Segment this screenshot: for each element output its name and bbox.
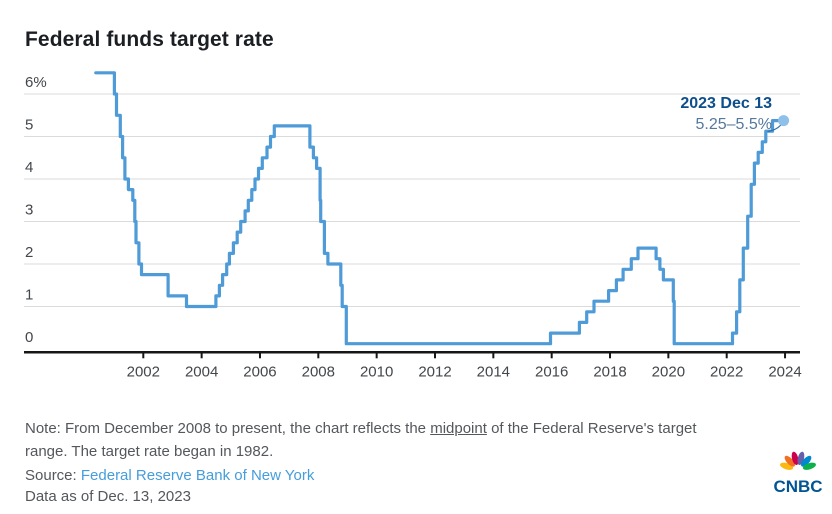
source-line: Source: Federal Reserve Bank of New York xyxy=(25,467,314,484)
cnbc-peacock-icon xyxy=(780,451,816,470)
x-tick-label: 2004 xyxy=(185,363,218,380)
source-label: Source: xyxy=(25,467,81,484)
note-text: Note: From December 2008 to present, the… xyxy=(25,420,431,437)
x-tick-label: 2010 xyxy=(360,363,393,380)
cnbc-wordmark: CNBC xyxy=(773,477,822,495)
x-tick-label: 2020 xyxy=(652,363,685,380)
chart-end-annotation: 2023 Dec 13 5.25–5.5% xyxy=(680,94,772,134)
end-dot xyxy=(778,115,790,127)
y-tick-label: 4 xyxy=(25,159,33,176)
y-tick-label: 0 xyxy=(25,329,33,346)
note-text: of the Federal Reserve's target xyxy=(486,420,697,437)
x-tick-label: 2024 xyxy=(768,363,801,380)
y-tick-label: 6% xyxy=(25,74,47,91)
data-as-of: Data as of Dec. 13, 2023 xyxy=(25,488,191,505)
x-tick-label: 2022 xyxy=(710,363,743,380)
annotation-date: 2023 Dec 13 xyxy=(680,95,772,112)
source-link[interactable]: Federal Reserve Bank of New York xyxy=(80,467,315,484)
y-tick-label: 3 xyxy=(25,202,33,219)
x-tick-label: 2018 xyxy=(593,363,626,380)
rate-line xyxy=(94,71,786,346)
y-tick-label: 1 xyxy=(25,287,33,304)
cnbc-logo: CNBC xyxy=(773,451,823,495)
x-tick-label: 2012 xyxy=(418,363,451,380)
note-underlined-word: midpoint xyxy=(430,420,487,437)
y-tick-label: 5 xyxy=(25,117,33,134)
x-tick-label: 2006 xyxy=(243,363,276,380)
annotation-value: 5.25–5.5% xyxy=(695,116,772,133)
note-text-line2: range. The target rate began in 1982. xyxy=(25,442,274,460)
y-tick-label: 2 xyxy=(25,244,33,261)
x-tick-label: 2002 xyxy=(127,363,160,380)
chart-note: Note: From December 2008 to present, the… xyxy=(25,418,817,463)
page-title: Federal funds target rate xyxy=(25,28,274,52)
x-tick-label: 2014 xyxy=(477,363,510,380)
x-tick-label: 2008 xyxy=(302,363,335,380)
x-tick-label: 2016 xyxy=(535,363,568,380)
